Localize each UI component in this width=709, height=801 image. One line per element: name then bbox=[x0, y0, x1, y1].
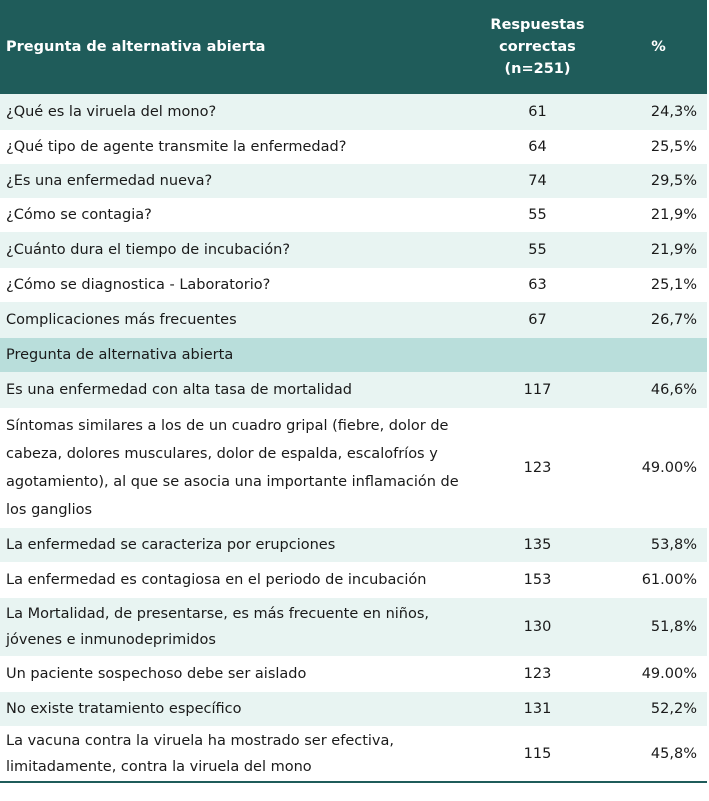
header-percent: % bbox=[651, 39, 666, 55]
table-row: ¿Cuánto dura el tiempo de incubación? 55… bbox=[0, 232, 707, 268]
percent-cell: 52,2% bbox=[650, 701, 697, 717]
percent-cell: 45,8% bbox=[610, 726, 707, 783]
count-cell: 123 bbox=[523, 460, 552, 476]
results-table: Pregunta de alternativa abierta Respuest… bbox=[0, 0, 707, 783]
header-correct-answers: Respuestas correctas (n=251) bbox=[490, 17, 585, 77]
question-cell: ¿Cuánto dura el tiempo de incubación? bbox=[6, 242, 291, 258]
table-row: Un paciente sospechoso debe ser aislado … bbox=[0, 656, 707, 692]
table-row: ¿Cómo se contagia? 55 21,9% bbox=[0, 198, 707, 232]
percent-cell: 26,7% bbox=[650, 312, 697, 328]
table-row: Complicaciones más frecuentes 67 26,7% bbox=[0, 302, 707, 338]
percent-cell: 25,1% bbox=[650, 277, 697, 293]
count-cell: 74 bbox=[528, 173, 547, 189]
count-cell: 55 bbox=[528, 242, 547, 258]
count-cell: 117 bbox=[523, 382, 552, 398]
section-title: Pregunta de alternativa abierta bbox=[6, 347, 234, 363]
count-cell: 115 bbox=[465, 726, 610, 783]
question-cell: La enfermedad se caracteriza por erupcio… bbox=[6, 537, 336, 553]
table-row: La enfermedad se caracteriza por erupcio… bbox=[0, 528, 707, 562]
count-cell: 55 bbox=[528, 207, 547, 223]
question-cell: ¿Qué tipo de agente transmite la enferme… bbox=[6, 139, 347, 155]
question-cell: Síntomas similares a los de un cuadro gr… bbox=[6, 418, 459, 518]
section-header-row: Pregunta de alternativa abierta bbox=[0, 338, 707, 372]
question-cell: ¿Cómo se diagnostica - Laboratorio? bbox=[6, 277, 271, 293]
table-row: ¿Qué es la viruela del mono? 61 24,3% bbox=[0, 94, 707, 130]
percent-cell: 49.00% bbox=[641, 666, 697, 682]
percent-cell: 53,8% bbox=[650, 537, 697, 553]
question-cell: ¿Es una enfermedad nueva? bbox=[6, 173, 213, 189]
percent-cell: 25,5% bbox=[650, 139, 697, 155]
table-row: ¿Es una enfermedad nueva? 74 29,5% bbox=[0, 164, 707, 198]
question-cell: ¿Qué es la viruela del mono? bbox=[6, 104, 217, 120]
question-cell: La Mortalidad, de presentarse, es más fr… bbox=[6, 606, 430, 648]
question-cell: La enfermedad es contagiosa en el period… bbox=[6, 572, 427, 588]
percent-cell: 49.00% bbox=[641, 460, 697, 476]
count-cell: 130 bbox=[523, 619, 552, 635]
table-row: La vacuna contra la viruela ha mostrado … bbox=[0, 726, 707, 783]
question-cell: Complicaciones más frecuentes bbox=[6, 312, 237, 328]
count-cell: 61 bbox=[528, 104, 547, 120]
percent-cell: 61.00% bbox=[641, 572, 697, 588]
percent-cell: 21,9% bbox=[650, 242, 697, 258]
question-cell: Un paciente sospechoso debe ser aislado bbox=[6, 666, 307, 682]
table-row: Síntomas similares a los de un cuadro gr… bbox=[0, 408, 707, 528]
header-question: Pregunta de alternativa abierta bbox=[6, 39, 266, 55]
count-cell: 123 bbox=[523, 666, 552, 682]
percent-cell: 51,8% bbox=[650, 619, 697, 635]
count-cell: 131 bbox=[523, 701, 552, 717]
question-cell: ¿Cómo se contagia? bbox=[6, 207, 152, 223]
question-cell: La vacuna contra la viruela ha mostrado … bbox=[0, 726, 465, 783]
count-cell: 63 bbox=[528, 277, 547, 293]
header-row: Pregunta de alternativa abierta Respuest… bbox=[0, 0, 707, 94]
count-cell: 67 bbox=[528, 312, 547, 328]
question-cell: No existe tratamiento específico bbox=[6, 701, 242, 717]
table-row: ¿Cómo se diagnostica - Laboratorio? 63 2… bbox=[0, 268, 707, 302]
table-row: Es una enfermedad con alta tasa de morta… bbox=[0, 372, 707, 408]
count-cell: 153 bbox=[523, 572, 552, 588]
table-row: No existe tratamiento específico 131 52,… bbox=[0, 692, 707, 726]
percent-cell: 29,5% bbox=[650, 173, 697, 189]
count-cell: 135 bbox=[523, 537, 552, 553]
percent-cell: 46,6% bbox=[650, 382, 697, 398]
table-row: La Mortalidad, de presentarse, es más fr… bbox=[0, 598, 707, 656]
percent-cell: 21,9% bbox=[650, 207, 697, 223]
count-cell: 64 bbox=[528, 139, 547, 155]
table-row: ¿Qué tipo de agente transmite la enferme… bbox=[0, 130, 707, 164]
percent-cell: 24,3% bbox=[650, 104, 697, 120]
table-row: La enfermedad es contagiosa en el period… bbox=[0, 562, 707, 598]
question-cell: Es una enfermedad con alta tasa de morta… bbox=[6, 382, 352, 398]
